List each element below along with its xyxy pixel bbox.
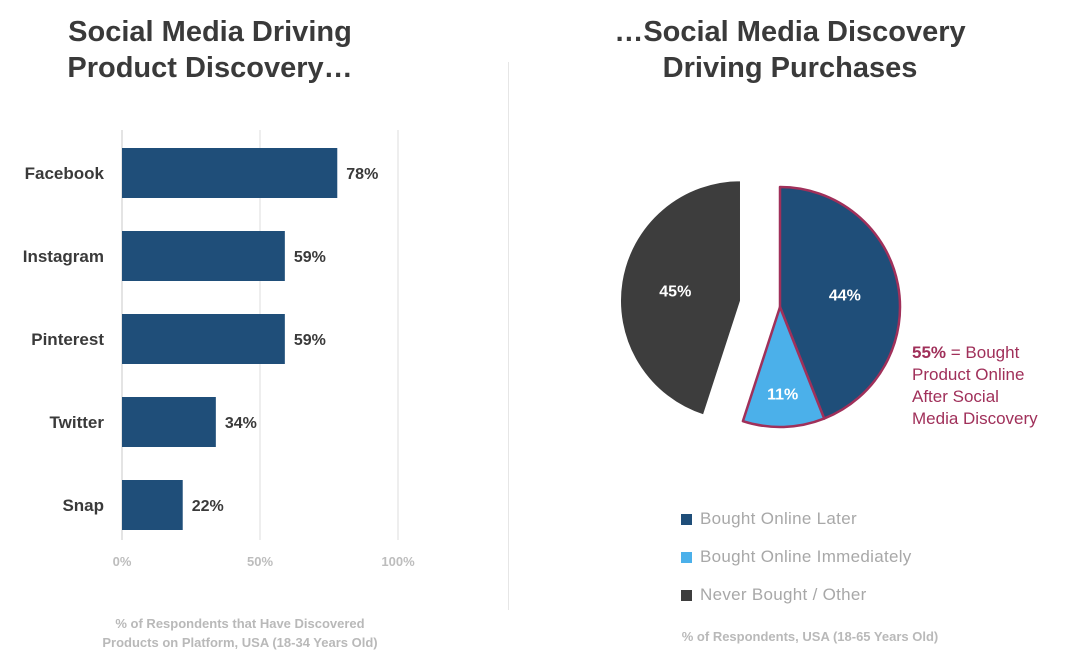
value-label: 22%: [192, 498, 224, 515]
left-title-line-2: Product Discovery…: [67, 52, 353, 84]
legend-swatch-bought-immediately: [681, 551, 692, 563]
category-label: Pinterest: [31, 330, 104, 349]
panel-divider: [508, 62, 509, 610]
legend-item-bought-immediately: Bought Online Immediately: [681, 538, 912, 576]
pie-value-label: 11%: [767, 386, 798, 403]
right-title-line-2: Driving Purchases: [662, 52, 918, 84]
bar-caption-line-1: % of Respondents that Have Discovered: [115, 616, 365, 631]
bar-instagram: [122, 231, 285, 281]
value-label: 59%: [294, 249, 326, 266]
category-label: Instagram: [23, 247, 104, 266]
bar-caption-line-2: Products on Platform, USA (18-34 Years O…: [102, 635, 378, 650]
bar-pinterest: [122, 314, 285, 364]
legend-swatch-never-bought: [681, 589, 692, 601]
pie-legend: Bought Online Later Bought Online Immedi…: [681, 500, 912, 614]
bar-facebook: [122, 148, 338, 198]
legend-item-never-bought: Never Bought / Other: [681, 576, 912, 614]
bar-chart: 0% 50% 100% Facebook 78% Instagram 59% Pinteres…: [23, 130, 415, 569]
purchase-callout: 55% = Bought Product Online After Social…: [912, 342, 1038, 430]
right-title-line-1: …Social Media Discovery: [614, 16, 966, 48]
callout-line-3: After Social: [912, 387, 999, 406]
left-chart-title: Social Media Driving Product Discovery…: [20, 14, 400, 86]
pie-caption-text: % of Respondents, USA (18-65 Years Old): [681, 629, 939, 644]
callout-value: 55%: [912, 343, 947, 362]
pie-chart: 44% 11% 45%: [619, 180, 902, 429]
bar-chart-caption: % of Respondents that Have Discovered Pr…: [40, 614, 440, 652]
x-tick-label: 50%: [247, 554, 273, 569]
bar-snap: [122, 480, 183, 530]
left-title-line-1: Social Media Driving: [68, 16, 352, 48]
pie-slice-never-bought: [619, 180, 741, 416]
category-label: Facebook: [25, 164, 105, 183]
legend-label-never-bought: Never Bought / Other: [700, 585, 867, 604]
right-chart-title: …Social Media Discovery Driving Purchase…: [560, 14, 1020, 86]
bar-twitter: [122, 397, 216, 447]
callout-line-1: 55% = Bought: [912, 342, 1038, 364]
x-tick-label: 0%: [113, 554, 132, 569]
legend-swatch-bought-later: [681, 513, 692, 525]
category-label: Twitter: [50, 413, 105, 432]
x-tick-label: 100%: [381, 554, 415, 569]
value-label: 78%: [346, 166, 378, 183]
value-label: 34%: [225, 415, 257, 432]
pie-value-label: 45%: [659, 283, 691, 300]
legend-item-bought-later: Bought Online Later: [681, 500, 912, 538]
pie-value-label: 44%: [829, 288, 861, 305]
pie-slice-bought-later: [778, 185, 902, 420]
pie-slice-bought-immediately: [741, 305, 826, 429]
callout-line-1-rest: = Bought: [946, 343, 1020, 362]
legend-label-bought-immediately: Bought Online Immediately: [700, 547, 912, 566]
legend-label-bought-later: Bought Online Later: [700, 509, 857, 528]
value-label: 59%: [294, 332, 326, 349]
callout-line-4: Media Discovery: [912, 409, 1038, 428]
pie-chart-caption: % of Respondents, USA (18-65 Years Old): [610, 627, 1010, 646]
category-label: Snap: [62, 496, 104, 515]
callout-line-2: Product Online: [912, 365, 1025, 384]
